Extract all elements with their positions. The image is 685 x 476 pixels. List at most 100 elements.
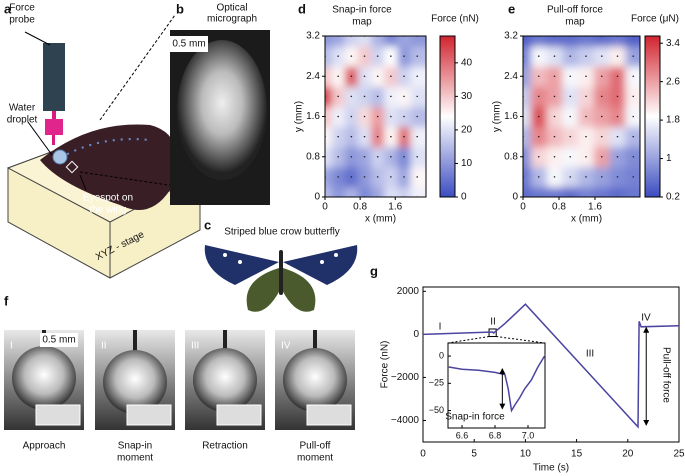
sample-point [376, 55, 379, 57]
sample-point [600, 95, 603, 98]
panel-label: c [204, 217, 211, 232]
x-tick-label: 25 [673, 449, 685, 460]
annotation: I [439, 322, 442, 333]
sample-point [585, 95, 587, 98]
heat-cell [625, 36, 640, 47]
label: Striped blue crow butterfly [224, 227, 340, 238]
heat-cell [410, 146, 426, 168]
sample-point [363, 176, 366, 178]
heat-cell [410, 86, 426, 107]
annotation: II [490, 317, 496, 328]
x-tick-label: 1.6 [388, 202, 402, 213]
sample-point [616, 135, 619, 138]
heat-cell [344, 36, 359, 47]
sample-point [376, 176, 379, 178]
y-tick-label: 1.6 [306, 111, 320, 122]
sample-point [350, 155, 353, 158]
sample-point [632, 135, 635, 138]
frame-caption: Pull-off [300, 441, 331, 452]
heat-cell [331, 36, 346, 47]
heat-cell [325, 186, 333, 197]
sample-point [553, 115, 556, 118]
sample-point [569, 95, 572, 98]
y-tick-label: −25 [429, 378, 444, 388]
heat-cell [325, 86, 333, 107]
label: Eyespot on [83, 193, 133, 204]
sample-point [632, 155, 635, 158]
panel-label: f [4, 293, 9, 308]
heat-cell [397, 36, 412, 47]
sample-point [569, 75, 572, 78]
heat-cell [331, 186, 346, 197]
sample-point [403, 155, 405, 158]
heat-cell [325, 36, 333, 47]
heat-cell [371, 36, 385, 47]
x-tick-label: 10 [520, 449, 532, 460]
sample-point [600, 135, 603, 138]
panel-label: d [298, 1, 306, 16]
y-tick-label: 1.6 [504, 111, 518, 122]
sample-point [403, 115, 405, 118]
y-tick-label: −2000 [391, 372, 420, 383]
heat-cell [523, 66, 532, 87]
plot-frame [447, 342, 546, 429]
colorbar-tick-label: 1.8 [666, 115, 680, 126]
chart-title: map [565, 17, 585, 28]
sample-point [537, 135, 540, 138]
sample-point [390, 155, 392, 158]
sample-point [376, 115, 379, 118]
sample-point [376, 155, 379, 158]
y-tick-label: 0.8 [306, 151, 320, 162]
heat-cell [325, 126, 333, 148]
sample-point [600, 55, 603, 57]
sample-point [632, 55, 635, 57]
x-axis-label: Time (s) [533, 463, 569, 474]
sample-point [403, 75, 405, 78]
sample-point [403, 176, 405, 178]
x-tick-label: 1.6 [588, 202, 602, 213]
heat-cell [523, 106, 532, 128]
heat-cell [523, 186, 532, 197]
label: Water [9, 103, 36, 114]
heat-cell [530, 186, 548, 197]
sample-point [390, 95, 392, 98]
sample-point [537, 115, 540, 118]
sample-point [585, 115, 587, 118]
frame-caption: Retraction [202, 441, 248, 452]
sample-point [416, 95, 419, 98]
heat-cell [357, 186, 372, 197]
colorbar-label: Force (μN) [631, 14, 679, 25]
x-tick-label: 0 [420, 449, 426, 460]
heat-cell [325, 166, 333, 188]
sample-point [337, 176, 339, 178]
colorbar-tick-label: 20 [461, 125, 473, 136]
annotation: Snap-in force [445, 412, 505, 423]
sample-point [585, 75, 587, 78]
panel-label: g [370, 263, 378, 278]
x-axis-label: x (mm) [365, 214, 396, 225]
sample-point [337, 75, 339, 78]
colorbar-tick-label: 0.2 [666, 192, 680, 203]
sample-point [416, 176, 419, 178]
heatmap [523, 36, 640, 197]
sample-point [537, 155, 540, 158]
heat-cell [410, 106, 426, 128]
sample-point [585, 55, 587, 57]
sample-point [376, 75, 379, 78]
sample-point [632, 95, 635, 98]
sample-point [616, 176, 619, 178]
scale-bar-label: 0.5 mm [42, 335, 75, 346]
sample-point [337, 155, 339, 158]
x-tick-label: 0.8 [353, 202, 367, 213]
heat-cell [625, 186, 640, 197]
annotation: IV [641, 313, 651, 324]
frame-numeral: II [101, 341, 107, 352]
sample-point [403, 135, 405, 138]
heat-cell [523, 46, 532, 67]
heat-cell [578, 186, 595, 197]
sample-point [390, 75, 392, 78]
frame-numeral: III [191, 341, 199, 352]
y-tick-label: 0.8 [504, 151, 518, 162]
heat-cell [384, 36, 398, 47]
chart-title: Snap-in force [332, 5, 392, 16]
